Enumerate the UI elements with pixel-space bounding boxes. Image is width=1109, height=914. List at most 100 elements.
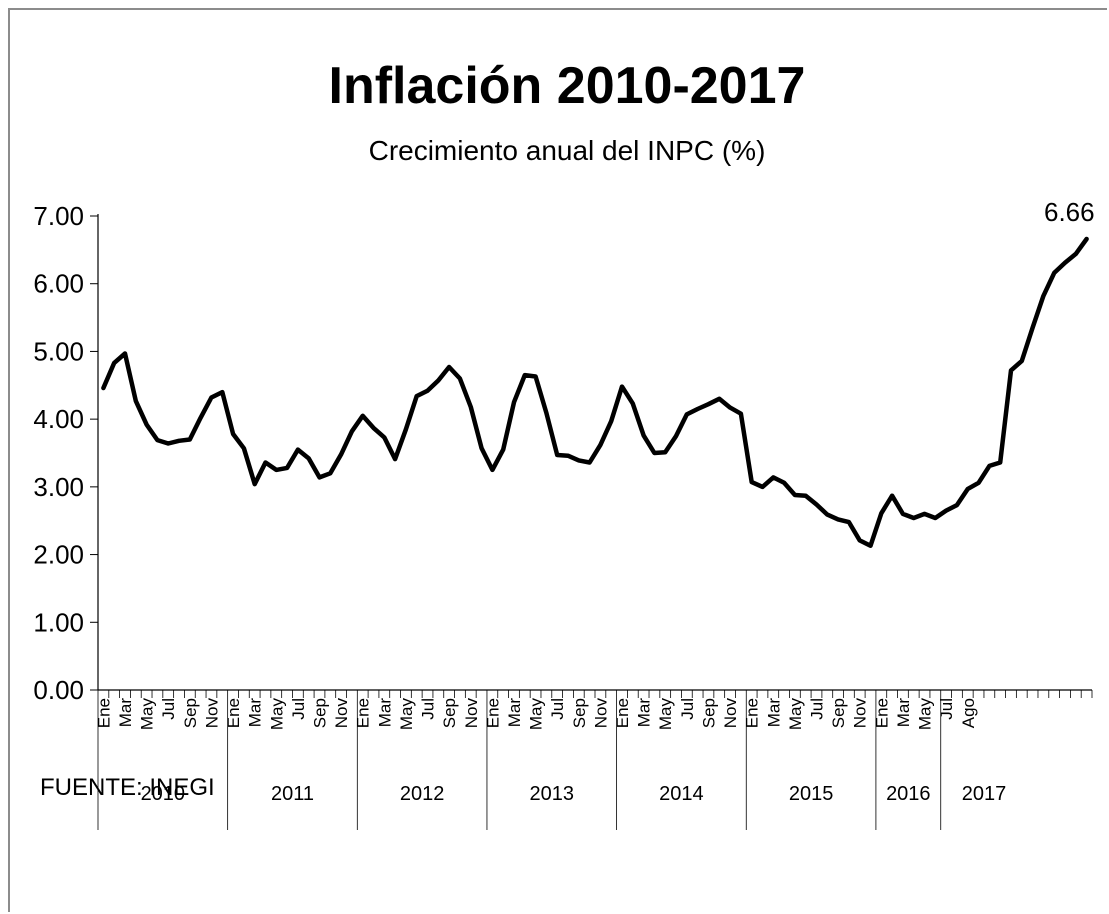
data-point: [728, 406, 732, 410]
x-tick-label: Mar: [764, 698, 783, 728]
annotation-layer: 6.66: [1044, 197, 1095, 227]
x-tick-label: Ene: [354, 698, 373, 728]
data-point: [523, 373, 527, 377]
data-point: [836, 517, 840, 521]
data-point: [739, 412, 743, 416]
y-tick-label: 1.00: [33, 607, 84, 637]
y-tick-label: 0.00: [33, 675, 84, 705]
x-tick-label: Jul: [807, 698, 826, 720]
data-point: [112, 361, 116, 365]
data-point: [793, 493, 797, 497]
data-point: [912, 516, 916, 520]
year-label: 2013: [530, 783, 575, 805]
data-point: [696, 407, 700, 411]
data-point: [436, 379, 440, 382]
data-point: [955, 503, 959, 507]
x-tick-label: Nov: [591, 698, 610, 729]
data-point: [318, 475, 321, 479]
data-point: [1063, 261, 1067, 265]
x-tick-label: May: [656, 698, 675, 731]
year-label: 2014: [659, 783, 704, 805]
year-label: 2016: [886, 783, 931, 805]
data-point: [177, 439, 181, 443]
data-point: [609, 419, 613, 423]
data-point: [825, 513, 829, 517]
x-tick-label: Mar: [375, 698, 394, 728]
year-label: 2011: [271, 783, 314, 805]
x-tick-label: Sep: [699, 698, 718, 728]
x-tick-label: Ene: [224, 698, 243, 728]
data-point: [750, 480, 754, 484]
data-point: [966, 487, 970, 491]
x-tick-label: Jul: [548, 698, 567, 720]
data-point: [199, 416, 203, 420]
data-point: [944, 509, 948, 513]
year-label: 2012: [400, 783, 445, 805]
data-point: [350, 429, 354, 433]
source-note: FUENTE: INEGI: [40, 774, 215, 801]
data-point: [1009, 368, 1013, 372]
line-chart: Inflación 2010-2017 Crecimiento anual de…: [33, 57, 1095, 830]
x-tick-label: Ene: [872, 698, 891, 728]
data-point: [642, 433, 646, 437]
x-tick-label: Sep: [310, 698, 329, 728]
data-point: [469, 405, 473, 409]
data-point: [663, 450, 667, 454]
data-point: [242, 446, 246, 450]
x-tick-label: Ene: [94, 698, 113, 728]
x-tick-label: Nov: [202, 698, 221, 729]
data-point: [1085, 237, 1089, 241]
data-point: [890, 494, 894, 498]
data-point: [490, 468, 494, 472]
x-tick-label: Nov: [462, 698, 481, 729]
data-point: [577, 458, 581, 462]
data-point: [717, 397, 721, 401]
y-axis: 0.00 1.00 2.00 3.00 4.00 5.00 6.00 7.00: [33, 201, 99, 705]
data-point: [933, 516, 937, 520]
data-point: [771, 475, 775, 479]
data-point: [782, 481, 786, 485]
data-point: [998, 461, 1002, 464]
data-point: [1020, 359, 1024, 363]
inflation-series-line: [101, 236, 1089, 549]
data-point: [858, 538, 862, 542]
data-point: [555, 453, 559, 457]
data-point: [706, 402, 710, 406]
y-tick-label: 2.00: [33, 540, 84, 570]
x-tick-label: Jul: [937, 698, 956, 720]
y-tick-label: 7.00: [33, 201, 84, 231]
data-point: [534, 375, 538, 378]
data-point: [879, 511, 883, 515]
data-point: [145, 423, 149, 427]
y-tick-label: 6.00: [33, 269, 84, 299]
data-point: [134, 399, 138, 403]
data-point: [393, 457, 397, 461]
x-tick-label: Nov: [721, 698, 740, 729]
x-tick-label: Mar: [894, 698, 913, 728]
data-point: [631, 402, 635, 406]
data-point: [123, 352, 127, 355]
x-tick-label: Mar: [635, 698, 654, 728]
data-point: [339, 452, 343, 456]
data-point: [447, 365, 451, 369]
data-point: [977, 481, 981, 485]
x-tick-label: Ene: [483, 698, 502, 728]
data-point: [804, 494, 808, 498]
data-point: [480, 446, 484, 450]
data-point: [847, 520, 851, 524]
y-tick-label: 4.00: [33, 404, 84, 434]
data-label: 6.66: [1044, 197, 1095, 227]
data-point: [155, 438, 159, 442]
x-tick-label: Mar: [246, 698, 265, 728]
data-point: [361, 414, 365, 418]
data-point: [188, 438, 192, 441]
data-point: [285, 466, 289, 470]
data-point: [426, 389, 429, 393]
data-point: [404, 427, 408, 431]
x-tick-label: May: [397, 698, 416, 731]
x-tick-label: Jul: [419, 698, 438, 720]
year-label: 2015: [789, 783, 834, 805]
x-tick-label: Jul: [678, 698, 697, 720]
data-point: [598, 443, 602, 447]
data-point: [901, 512, 905, 516]
